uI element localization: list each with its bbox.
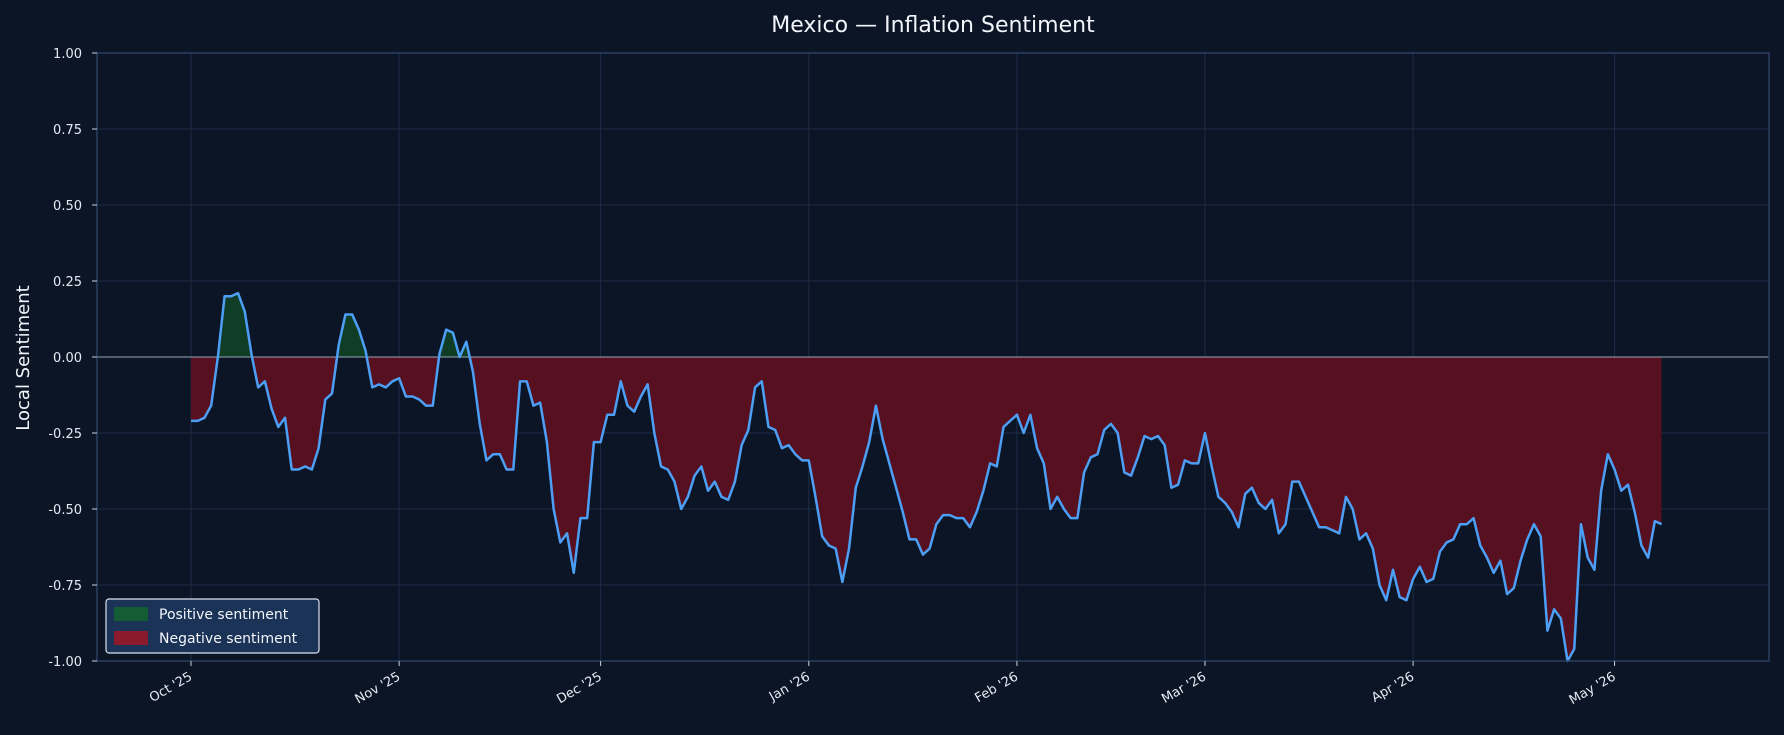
legend-label-positive: Positive sentiment — [159, 607, 289, 623]
y-tick-label: -0.50 — [48, 503, 82, 518]
y-tick-label: 0.00 — [53, 351, 82, 366]
legend-swatch-negative — [114, 631, 148, 645]
chart-title: Mexico — Inflation Sentiment — [771, 13, 1095, 38]
y-tick-label: 1.00 — [53, 47, 82, 62]
y-tick-label: 0.50 — [53, 199, 82, 214]
y-axis-label: Local Sentiment — [13, 285, 34, 430]
y-tick-label: -0.25 — [48, 427, 82, 442]
y-tick-label: 0.75 — [53, 123, 82, 138]
sentiment-line — [191, 291, 1663, 663]
y-tick-label: -1.00 — [48, 655, 82, 670]
legend-swatch-positive — [114, 607, 148, 621]
legend-box — [105, 598, 320, 654]
negative-sentiment-area — [191, 357, 1662, 661]
y-tick-label: -0.75 — [48, 579, 82, 594]
y-tick-label: 0.25 — [53, 275, 82, 290]
legend: Positive sentiment Negative sentiment — [105, 598, 320, 654]
legend-label-negative: Negative sentiment — [159, 631, 298, 647]
